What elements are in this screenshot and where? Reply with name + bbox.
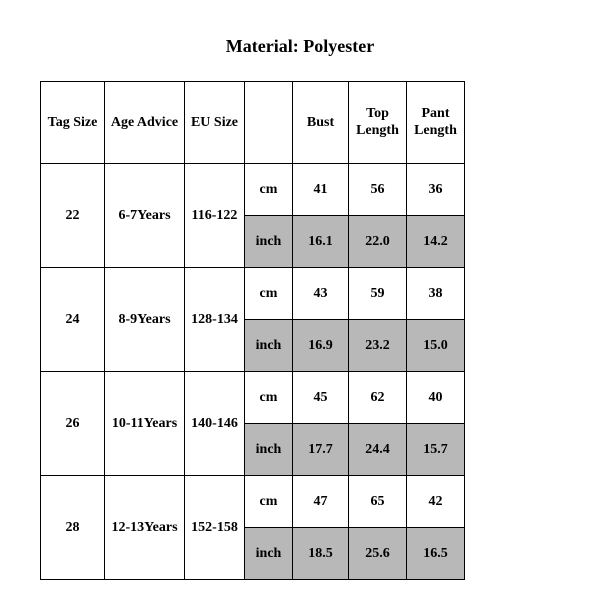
cell-pant: 16.5 [407,528,465,580]
table-row: 28 12-13Years 152-158 cm 47 65 42 [41,476,465,528]
cell-bust: 16.1 [293,216,349,268]
page: Material: Polyester Tag Size Age Advice … [0,0,600,600]
cell-top: 65 [349,476,407,528]
cell-tag: 26 [41,372,105,476]
cell-pant: 38 [407,268,465,320]
cell-bust: 43 [293,268,349,320]
col-tag-size: Tag Size [41,82,105,164]
cell-tag: 24 [41,268,105,372]
cell-bust: 41 [293,164,349,216]
cell-eu: 128-134 [185,268,245,372]
col-eu-size: EU Size [185,82,245,164]
table-row: 24 8-9Years 128-134 cm 43 59 38 [41,268,465,320]
cell-top: 56 [349,164,407,216]
cell-unit-cm: cm [245,164,293,216]
cell-tag: 22 [41,164,105,268]
col-pant-length-l1: Pant [421,106,449,121]
size-table-wrap: Tag Size Age Advice EU Size Bust Top Len… [40,81,600,580]
cell-top: 62 [349,372,407,424]
cell-bust: 47 [293,476,349,528]
table-header-row: Tag Size Age Advice EU Size Bust Top Len… [41,82,465,164]
cell-bust: 17.7 [293,424,349,476]
col-unit [245,82,293,164]
cell-unit-inch: inch [245,424,293,476]
size-table-body: 22 6-7Years 116-122 cm 41 56 36 inch 16.… [41,164,465,580]
cell-top: 22.0 [349,216,407,268]
cell-top: 59 [349,268,407,320]
cell-unit-cm: cm [245,372,293,424]
cell-unit-inch: inch [245,320,293,372]
col-top-length-l1: Top [366,106,389,121]
cell-pant: 14.2 [407,216,465,268]
table-row: 26 10-11Years 140-146 cm 45 62 40 [41,372,465,424]
col-age-advice: Age Advice [105,82,185,164]
cell-bust: 45 [293,372,349,424]
cell-age: 12-13Years [105,476,185,580]
cell-eu: 140-146 [185,372,245,476]
cell-unit-inch: inch [245,528,293,580]
cell-top: 23.2 [349,320,407,372]
cell-pant: 42 [407,476,465,528]
cell-tag: 28 [41,476,105,580]
cell-top: 25.6 [349,528,407,580]
cell-bust: 16.9 [293,320,349,372]
cell-unit-inch: inch [245,216,293,268]
cell-unit-cm: cm [245,476,293,528]
cell-unit-cm: cm [245,268,293,320]
col-pant-length-l2: Length [414,123,457,138]
cell-eu: 116-122 [185,164,245,268]
cell-eu: 152-158 [185,476,245,580]
cell-pant: 40 [407,372,465,424]
col-pant-length: Pant Length [407,82,465,164]
col-bust: Bust [293,82,349,164]
table-row: 22 6-7Years 116-122 cm 41 56 36 [41,164,465,216]
col-top-length-l2: Length [356,123,399,138]
cell-bust: 18.5 [293,528,349,580]
cell-age: 6-7Years [105,164,185,268]
size-table: Tag Size Age Advice EU Size Bust Top Len… [40,81,465,580]
cell-pant: 36 [407,164,465,216]
cell-age: 10-11Years [105,372,185,476]
cell-pant: 15.0 [407,320,465,372]
col-top-length: Top Length [349,82,407,164]
cell-age: 8-9Years [105,268,185,372]
cell-pant: 15.7 [407,424,465,476]
material-title: Material: Polyester [0,36,600,57]
cell-top: 24.4 [349,424,407,476]
